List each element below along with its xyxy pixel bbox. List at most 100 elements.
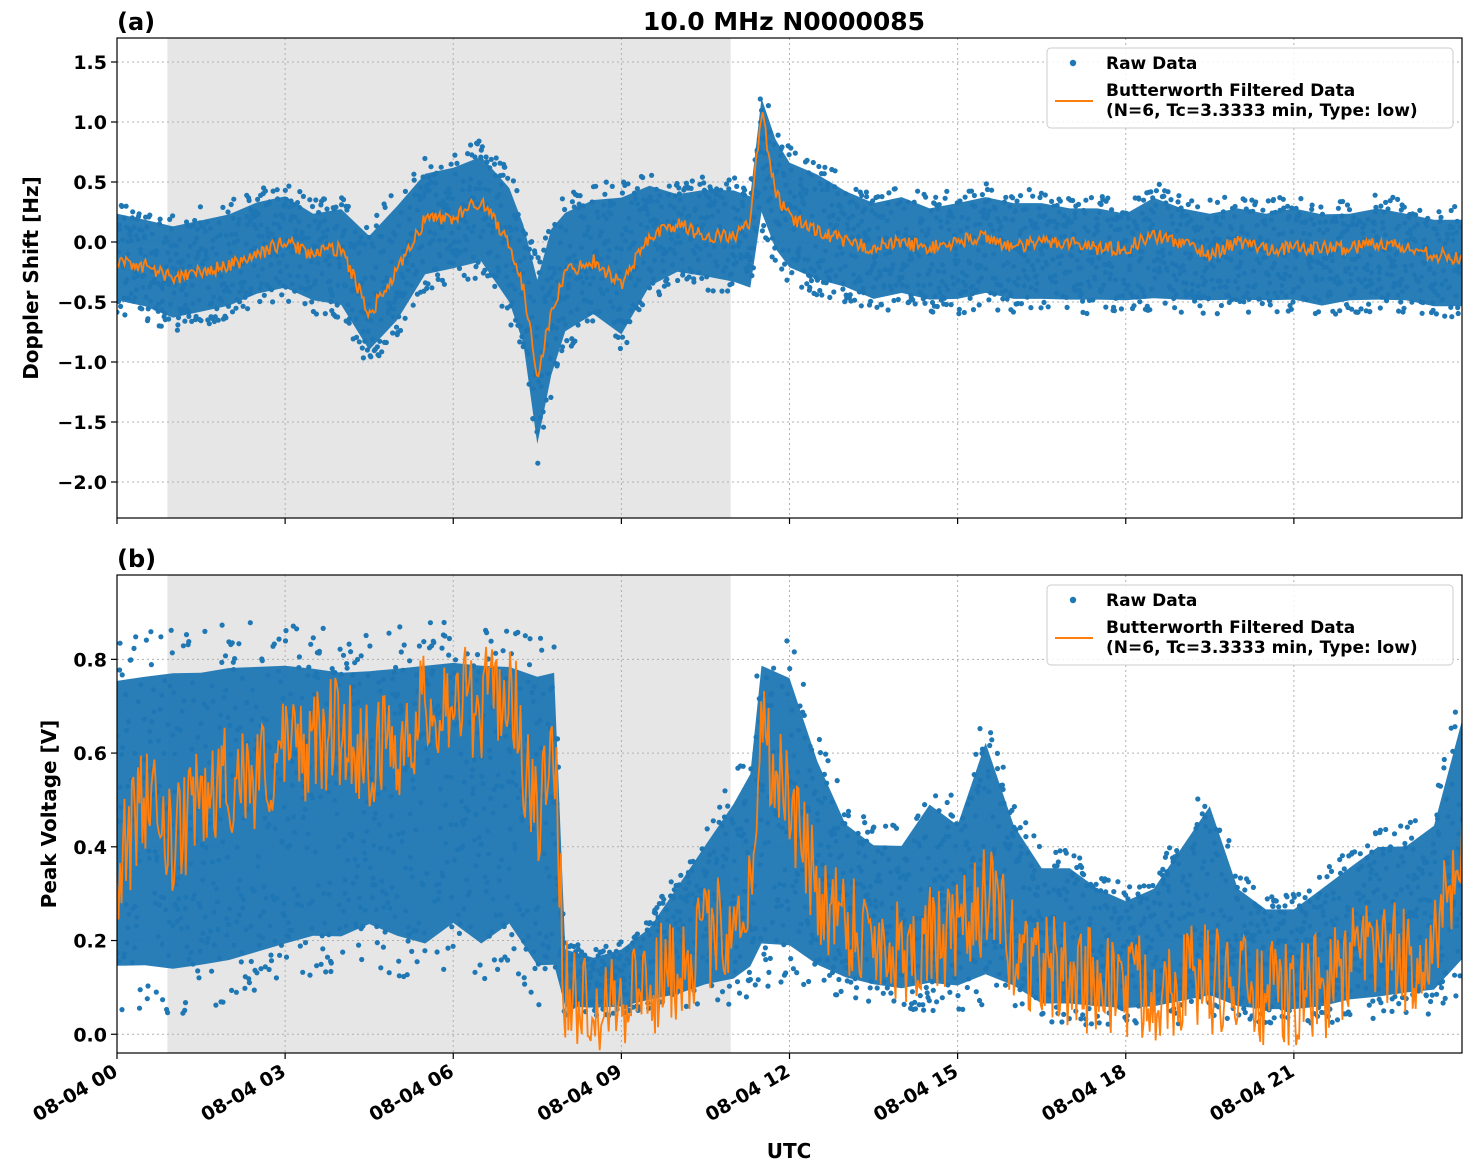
raw-data-point: [493, 155, 499, 161]
raw-data-point: [1003, 194, 1009, 200]
raw-data-point: [858, 303, 864, 309]
raw-data-point: [474, 652, 481, 658]
raw-data-point: [1160, 866, 1166, 873]
raw-data-point: [1000, 764, 1006, 770]
raw-data-point: [617, 345, 624, 352]
raw-data-point: [789, 270, 795, 276]
legend-label-filtered-params: (N=6, Tc=3.3333 min, Type: low): [1106, 101, 1418, 121]
raw-data-point: [324, 954, 331, 960]
raw-data-point: [987, 742, 993, 749]
raw-data-point: [536, 1002, 542, 1008]
raw-data-point: [831, 289, 837, 295]
raw-data-point: [160, 997, 166, 1003]
raw-data-point: [584, 318, 590, 324]
plot-area: [117, 619, 1462, 1051]
raw-data-point: [131, 645, 137, 652]
raw-data-point: [838, 988, 844, 995]
raw-data-point: [986, 297, 992, 303]
raw-data-point: [410, 302, 416, 308]
raw-data-point: [1241, 299, 1247, 305]
raw-data-point: [551, 644, 557, 650]
raw-data-point: [268, 952, 274, 958]
raw-data-point: [1002, 982, 1009, 988]
raw-data-point: [742, 187, 748, 193]
raw-data-point: [767, 955, 773, 962]
raw-data-point: [548, 394, 554, 400]
raw-data-point: [817, 750, 824, 756]
raw-data-point: [1401, 305, 1407, 311]
raw-data-point: [499, 303, 505, 309]
raw-data-point: [1059, 1019, 1065, 1025]
raw-data-point: [1242, 197, 1248, 203]
raw-data-point: [765, 237, 771, 243]
raw-data-point: [909, 989, 916, 995]
raw-data-point: [1028, 305, 1034, 311]
raw-data-point: [1064, 304, 1070, 310]
raw-data-point: [1358, 306, 1364, 312]
raw-data-point: [1080, 298, 1086, 304]
raw-data-point: [286, 298, 292, 304]
raw-data-point: [170, 213, 176, 219]
raw-data-point: [915, 188, 921, 194]
raw-data-point: [1242, 1009, 1248, 1016]
raw-data-point: [666, 183, 672, 189]
raw-data-point: [922, 802, 928, 808]
raw-data-point: [564, 338, 570, 344]
raw-data-point: [816, 163, 822, 170]
raw-data-point: [438, 164, 444, 170]
raw-data-point: [1019, 1001, 1025, 1007]
raw-data-point: [1436, 209, 1442, 215]
raw-data-point: [1367, 309, 1373, 315]
raw-data-point: [296, 654, 302, 660]
raw-data-point: [807, 284, 813, 291]
raw-data-point: [323, 969, 329, 975]
raw-data-point: [407, 658, 413, 664]
raw-data-point: [1096, 1020, 1102, 1026]
raw-data-point: [454, 160, 460, 166]
raw-data-point: [527, 636, 533, 642]
raw-data-point: [148, 629, 154, 635]
raw-data-point: [825, 758, 831, 764]
raw-data-point: [1430, 307, 1436, 313]
raw-data-point: [806, 978, 812, 985]
raw-data-point: [979, 192, 986, 198]
raw-data-point: [1390, 194, 1396, 200]
raw-data-point: [198, 318, 204, 324]
raw-data-point: [1077, 855, 1083, 861]
raw-data-point: [1344, 202, 1351, 208]
raw-data-point: [456, 265, 463, 271]
raw-data-point: [912, 301, 918, 307]
raw-data-point: [452, 657, 459, 663]
raw-data-point: [434, 949, 440, 955]
raw-data-point: [1245, 309, 1252, 315]
raw-data-point: [1417, 207, 1423, 213]
raw-data-point: [1049, 1019, 1055, 1025]
raw-data-point: [1269, 894, 1275, 900]
raw-data-point: [746, 969, 753, 976]
raw-data-point: [390, 330, 396, 336]
raw-data-point: [1318, 204, 1324, 210]
raw-data-point: [888, 990, 894, 996]
panel-label: (a): [117, 8, 155, 36]
raw-data-point: [1017, 825, 1023, 831]
raw-data-point: [139, 306, 145, 312]
raw-data-point: [535, 460, 541, 466]
raw-data-point: [979, 1002, 985, 1008]
raw-data-point: [1038, 190, 1044, 196]
raw-data-point: [219, 622, 225, 628]
raw-data-point: [532, 965, 538, 972]
raw-data-point: [479, 144, 485, 150]
raw-data-point: [1011, 804, 1018, 810]
raw-data-point: [248, 958, 254, 965]
raw-data-point: [1259, 300, 1265, 307]
raw-data-point: [119, 1007, 125, 1013]
raw-data-point: [242, 985, 248, 991]
raw-data-point: [493, 650, 499, 656]
raw-data-point: [726, 177, 732, 183]
raw-data-point: [182, 1007, 188, 1014]
raw-data-point: [554, 361, 561, 367]
raw-data-point: [910, 297, 916, 303]
raw-data-point: [847, 292, 853, 298]
